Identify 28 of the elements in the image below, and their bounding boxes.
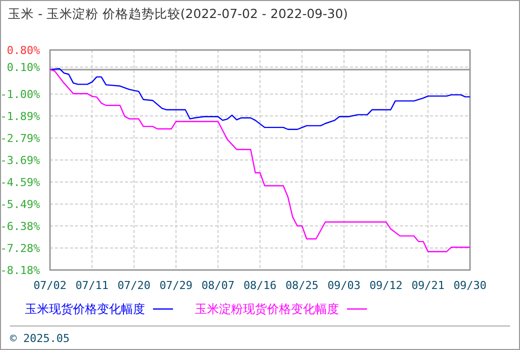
x-tick-label: 09/12	[369, 279, 403, 292]
x-tick-label: 08/07	[201, 279, 235, 292]
x-tick-label: 09/30	[453, 279, 487, 292]
x-tick-label: 07/20	[117, 279, 151, 292]
y-tick-label: -3.69%	[0, 154, 40, 167]
y-tick-label: -7.28%	[0, 242, 40, 255]
line-series	[49, 69, 471, 252]
y-tick-label: -8.18%	[0, 264, 40, 277]
x-tick-label: 09/03	[327, 279, 361, 292]
x-tick-label: 07/02	[33, 279, 67, 292]
x-tick-label: 07/29	[159, 279, 193, 292]
y-tick-label: 0.80%	[6, 44, 40, 57]
line-series	[49, 68, 471, 130]
y-tick-label: 0.10%	[6, 61, 40, 74]
y-tick-label: -1.89%	[0, 110, 40, 123]
y-tick-label: -6.38%	[0, 220, 40, 233]
x-tick-label: 08/16	[243, 279, 277, 292]
x-tick-label: 08/25	[285, 279, 319, 292]
text: © 2025.05	[10, 332, 70, 345]
y-tick-label: -2.79%	[0, 132, 40, 145]
x-tick-label: 07/11	[75, 279, 109, 292]
y-tick-label: -1.00%	[0, 88, 40, 101]
legend-label: 玉米淀粉现货价格变化幅度	[195, 302, 339, 316]
y-tick-label: -4.59%	[0, 176, 40, 189]
legend-label: 玉米现货价格变化幅度	[25, 302, 145, 316]
y-tick-label: -5.49%	[0, 198, 40, 211]
x-tick-label: 09/21	[411, 279, 445, 292]
chart-title: 玉米 - 玉米淀粉 价格趋势比较(2022-07-02 - 2022-09-30)	[8, 6, 348, 21]
